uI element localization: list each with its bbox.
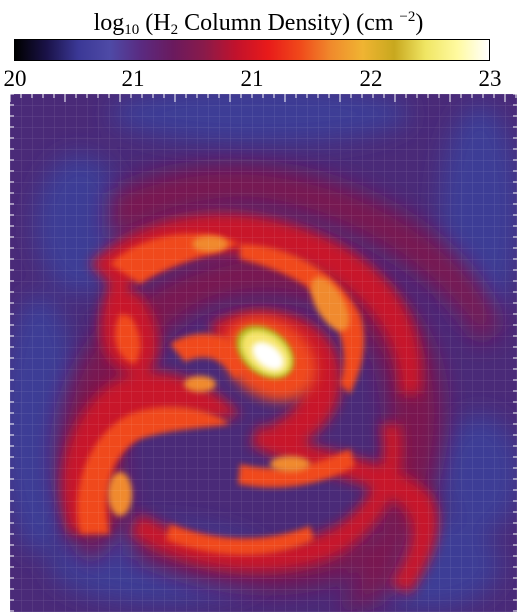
colorbar-tick-label: 23 — [478, 66, 502, 91]
title-log: log — [93, 10, 125, 36]
map-grid-overlay — [10, 94, 517, 612]
map-svg — [10, 94, 517, 612]
colorbar-tick-label: 20 — [3, 66, 27, 91]
chart-title: log10 (H2 Column Density) (cm −2) — [0, 2, 517, 45]
colorbar-tick-label: 21 — [240, 66, 264, 91]
colorbar-tick-label: 22 — [359, 66, 383, 91]
colorbar-tick-labels: 20 21 21 22 23 — [0, 66, 517, 92]
title-exponent: −2 — [399, 9, 416, 25]
title-paren-open: (H — [139, 10, 171, 36]
column-density-map — [10, 94, 517, 612]
colorbar — [14, 39, 490, 61]
title-species-subscript: 2 — [170, 22, 179, 38]
colorbar-tick-label: 21 — [121, 66, 145, 91]
title-quantity: Column Density) (cm — [178, 10, 400, 36]
map-edge-ticks — [10, 94, 517, 612]
title-paren-close: ) — [415, 10, 424, 36]
title-log-base: 10 — [124, 22, 140, 38]
